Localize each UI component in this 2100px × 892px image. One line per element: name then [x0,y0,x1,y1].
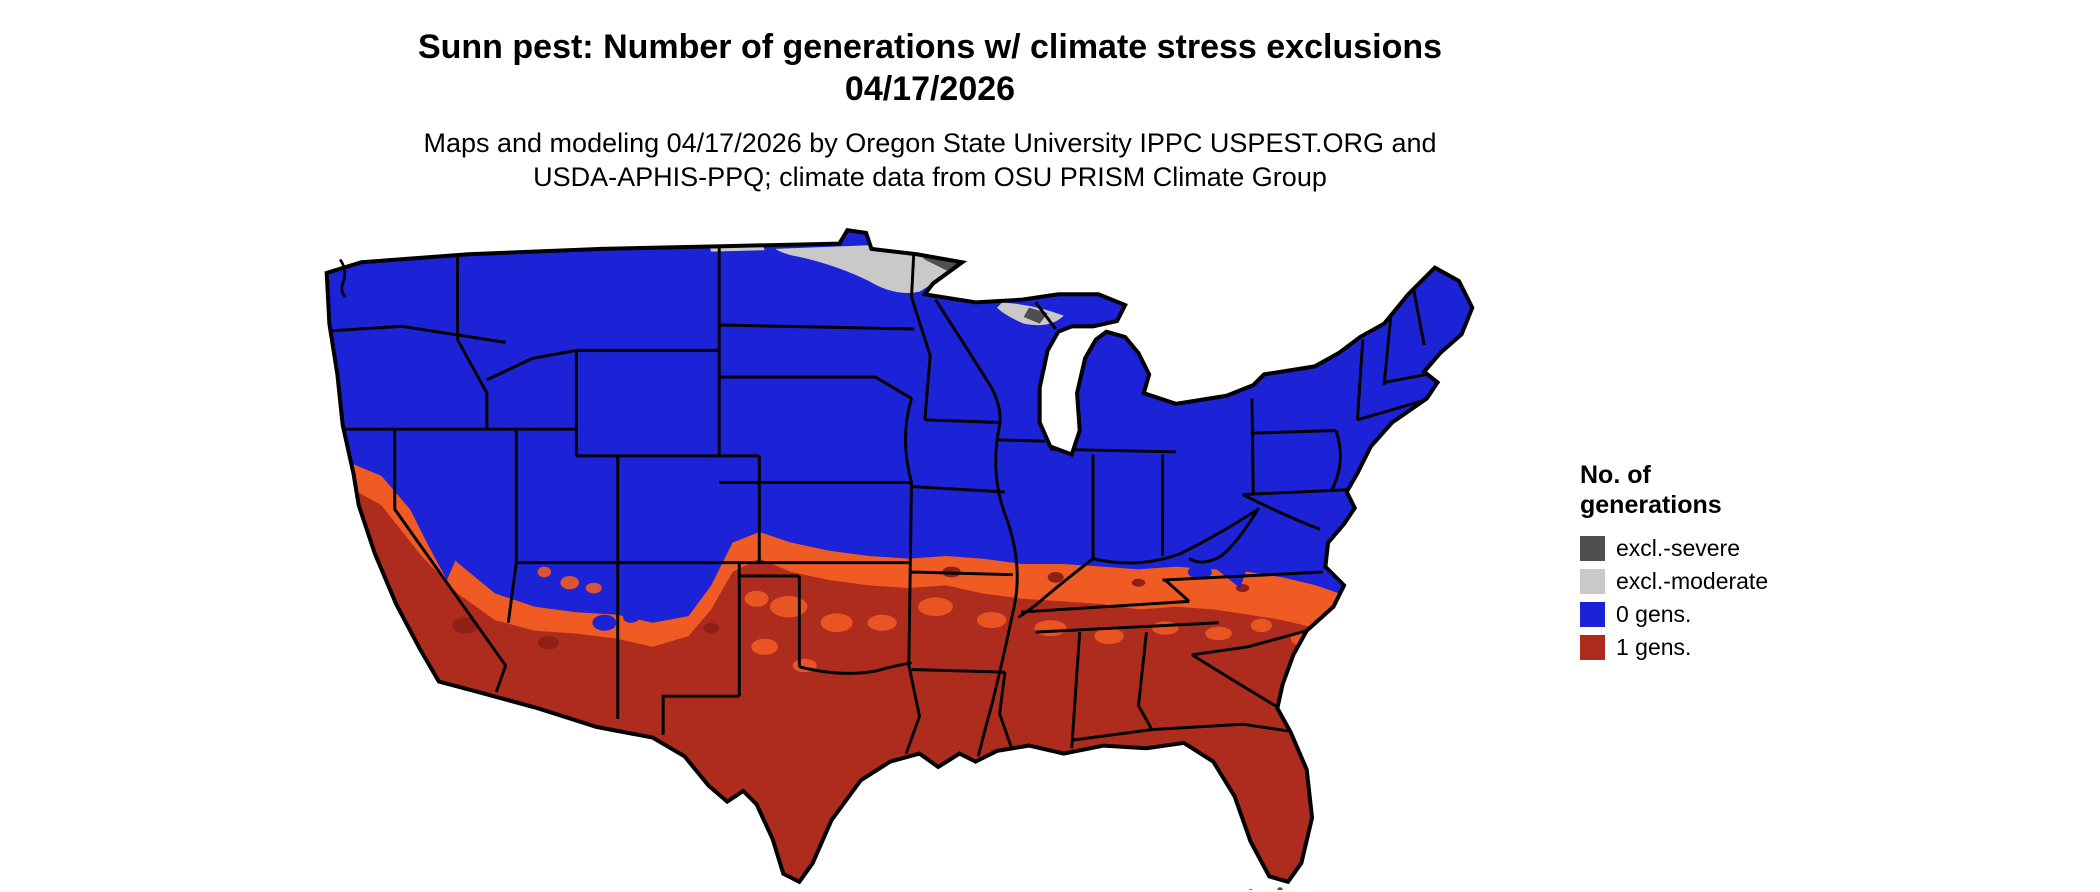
region-zero-gens-base [326,230,1473,882]
legend-swatch-excl-moderate [1580,569,1605,594]
us-map-svg [324,228,1475,890]
state-borders [326,243,1428,757]
page-title-date: 04/17/2026 [844,70,1016,108]
legend-item: excl.-moderate [1580,569,1768,594]
title-block: Sunn pest: Number of generations w/ clim… [0,26,1860,194]
legend-swatch-zero-gens [1580,602,1605,627]
puget-sound-icon [338,258,347,298]
legend-item: 1 gens. [1580,635,1768,660]
legend-label-excl-severe: excl.-severe [1616,535,1740,561]
legend-label-excl-moderate: excl.-moderate [1616,568,1769,594]
map-legend: No. of generations excl.-severe excl.-mo… [1580,460,1768,660]
subtitle-block: Maps and modeling 04/17/2026 by Oregon S… [0,126,1860,194]
florida-keys [1248,887,1283,890]
legend-title-line-2: generations [1580,491,1722,519]
map-fill-layers [326,230,1473,882]
subtitle-line-1: Maps and modeling 04/17/2026 by Oregon S… [423,128,1437,158]
legend-swatch-excl-severe [1580,536,1605,561]
subtitle-line-2: USDA-APHIS-PPQ; climate data from OSU PR… [533,162,1327,192]
map-outline [324,228,1475,885]
us-generations-map [308,222,1523,890]
legend-swatch-one-gen [1580,635,1605,660]
page-title: Sunn pest: Number of generations w/ clim… [417,28,1443,66]
legend-items: excl.-severe excl.-moderate 0 gens. 1 ge… [1580,536,1768,660]
legend-label-one-gen: 1 gens. [1616,634,1692,660]
legend-item: excl.-severe [1580,536,1768,561]
legend-title-line-1: No. of [1580,461,1651,489]
legend-label-zero-gens: 0 gens. [1616,601,1692,627]
legend-item: 0 gens. [1580,602,1768,627]
